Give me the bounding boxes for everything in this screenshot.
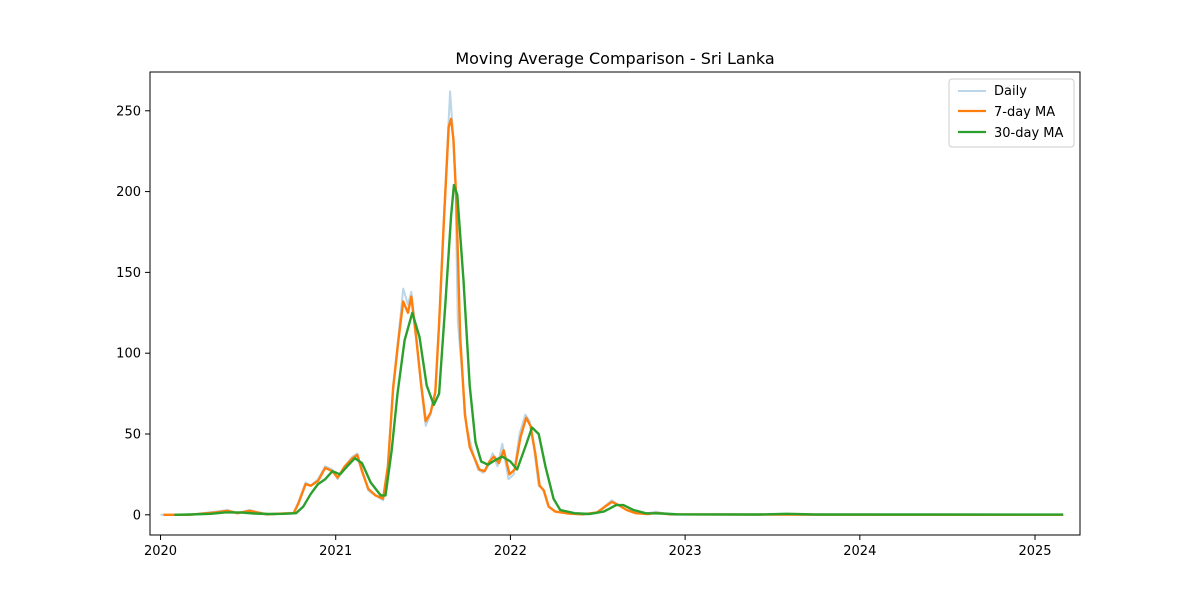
y-tick-label: 150 bbox=[116, 266, 141, 281]
legend-label-30-day-ma: 30-day MA bbox=[994, 126, 1063, 141]
legend-box bbox=[948, 78, 1075, 148]
plot-frame bbox=[149, 71, 1081, 536]
legend: Daily 7-day MA 30-day MA bbox=[948, 78, 1075, 148]
x-tick-label: 2021 bbox=[319, 544, 352, 559]
y-tick-label: 100 bbox=[116, 347, 141, 362]
series-line-30-day-ma bbox=[174, 183, 1064, 516]
x-tick-label: 2022 bbox=[494, 544, 527, 559]
legend-label-daily: Daily bbox=[994, 84, 1027, 99]
legend-label-7-day-ma: 7-day MA bbox=[994, 105, 1055, 120]
y-axis: 0 50 100 150 200 250 bbox=[116, 104, 150, 523]
y-tick-label: 200 bbox=[116, 185, 141, 200]
y-tick-label: 0 bbox=[133, 508, 141, 523]
chart-title: Moving Average Comparison - Sri Lanka bbox=[455, 49, 774, 68]
y-tick-label: 50 bbox=[124, 427, 141, 442]
x-tick-label: 2025 bbox=[1018, 544, 1051, 559]
series-layer bbox=[160, 90, 1064, 516]
y-tick-label: 250 bbox=[116, 104, 141, 119]
x-axis: 2020 2021 2022 2023 2024 2025 bbox=[144, 535, 1052, 559]
x-tick-label: 2020 bbox=[144, 544, 177, 559]
x-tick-label: 2024 bbox=[843, 544, 876, 559]
x-tick-label: 2023 bbox=[669, 544, 702, 559]
